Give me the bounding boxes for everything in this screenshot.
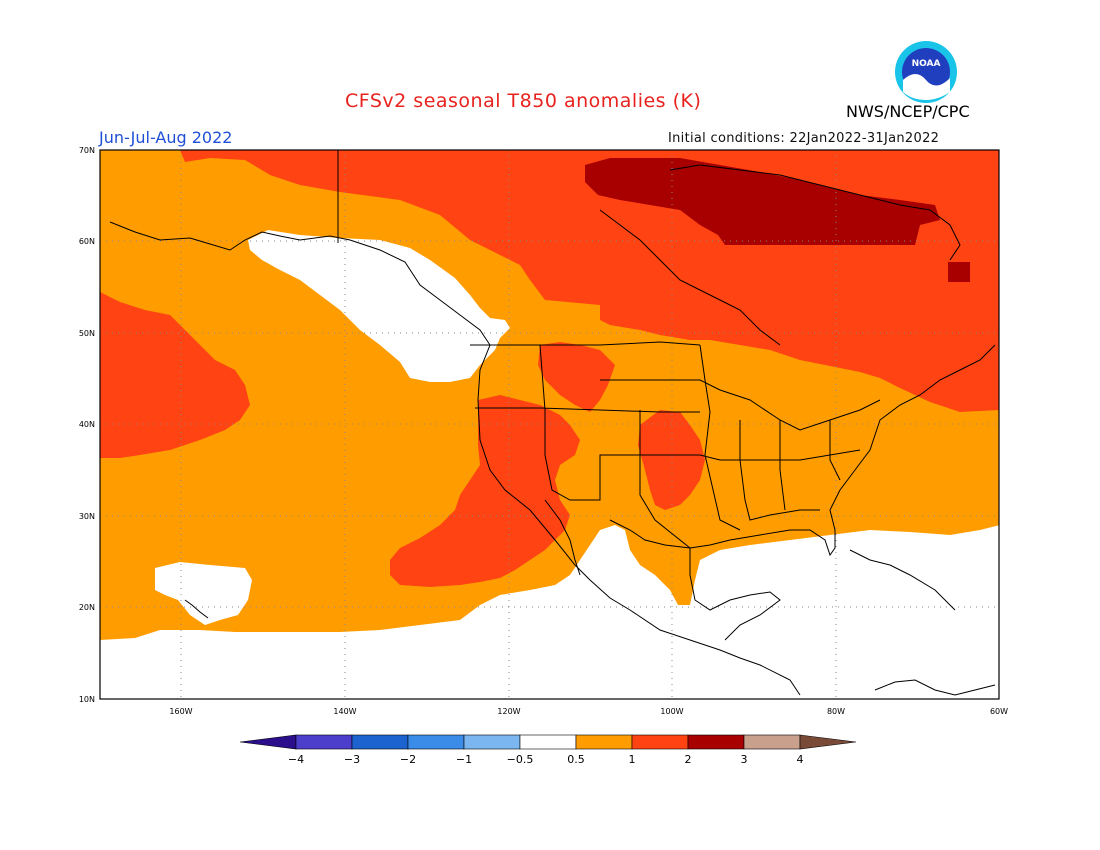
colorbar-box bbox=[519, 734, 577, 750]
region-anom-1-2-pacific bbox=[100, 292, 250, 458]
colorbar-tick-label: 2 bbox=[685, 753, 692, 766]
noaa-logo: NOAA bbox=[895, 41, 957, 103]
colorbar-ticks: −4 −3 −2 −1 −0.5 0.5 1 2 3 4 bbox=[288, 753, 804, 766]
lon-label-140w: 140W bbox=[333, 707, 356, 716]
colorbar-tick-label: −2 bbox=[400, 753, 416, 766]
lon-label-120w: 120W bbox=[497, 707, 520, 716]
lon-labels: 160W 140W 120W 100W 80W 60W bbox=[169, 707, 1008, 716]
region-anom-2-3-labrador bbox=[948, 262, 970, 282]
region-neutral-south bbox=[100, 525, 999, 699]
lon-label-100w: 100W bbox=[660, 707, 683, 716]
coastlines bbox=[109, 150, 996, 696]
colorbar-box bbox=[631, 734, 689, 750]
colorbar-tick-label: 4 bbox=[797, 753, 804, 766]
agency-label: NWS/NCEP/CPC bbox=[846, 102, 970, 121]
colorbar-tick-label: 3 bbox=[741, 753, 748, 766]
region-neutral-gulf-alaska bbox=[248, 230, 510, 382]
colorbar-box bbox=[295, 734, 353, 750]
chart-title: CFSv2 seasonal T850 anomalies (K) bbox=[345, 90, 702, 112]
lat-label-40n: 40N bbox=[79, 420, 95, 429]
map-frame bbox=[99, 149, 1000, 700]
colorbar-arrow-high bbox=[799, 734, 857, 750]
region-anom-1-2-california bbox=[390, 395, 580, 587]
colorbar-box bbox=[575, 734, 633, 750]
lat-label-60n: 60N bbox=[79, 237, 95, 246]
season-label: Jun-Jul-Aug 2022 bbox=[99, 128, 233, 147]
lat-label-20n: 20N bbox=[79, 603, 95, 612]
colorbar-box bbox=[463, 734, 521, 750]
region-anom-1-2-rockies bbox=[538, 342, 615, 412]
colorbar-tick-label: 0.5 bbox=[567, 753, 585, 766]
lon-label-60w: 60W bbox=[990, 707, 1008, 716]
colorbar-tick-label: −0.5 bbox=[507, 753, 534, 766]
colorbar-box bbox=[743, 734, 801, 750]
colorbar: −4 −3 −2 −1 −0.5 0.5 1 2 3 4 bbox=[239, 734, 857, 766]
region-anom-2-3-canada bbox=[585, 158, 940, 245]
region-neutral-hawaii bbox=[155, 562, 252, 625]
initial-conditions-label: Initial conditions: 22Jan2022-31Jan2022 bbox=[668, 131, 940, 146]
colorbar-box bbox=[687, 734, 745, 750]
lon-label-80w: 80W bbox=[827, 707, 845, 716]
lon-label-160w: 160W bbox=[169, 707, 192, 716]
colorbar-box bbox=[351, 734, 409, 750]
noaa-logo-text: NOAA bbox=[912, 59, 941, 69]
colorbar-tick-label: −4 bbox=[288, 753, 304, 766]
colorbar-box bbox=[407, 734, 465, 750]
colorbar-boxes bbox=[239, 734, 857, 750]
lat-label-50n: 50N bbox=[79, 329, 95, 338]
lat-label-70n: 70N bbox=[79, 146, 95, 155]
colorbar-tick-label: 1 bbox=[629, 753, 636, 766]
colorbar-tick-label: −3 bbox=[344, 753, 360, 766]
lat-labels: 70N 60N 50N 40N 30N 20N 10N bbox=[79, 146, 95, 704]
lat-label-10n: 10N bbox=[79, 695, 95, 704]
anomaly-field bbox=[100, 150, 999, 699]
colorbar-tick-label: −1 bbox=[456, 753, 472, 766]
lat-label-30n: 30N bbox=[79, 512, 95, 521]
region-anom-1-2-plains bbox=[638, 410, 705, 510]
colorbar-arrow-low bbox=[239, 734, 297, 750]
